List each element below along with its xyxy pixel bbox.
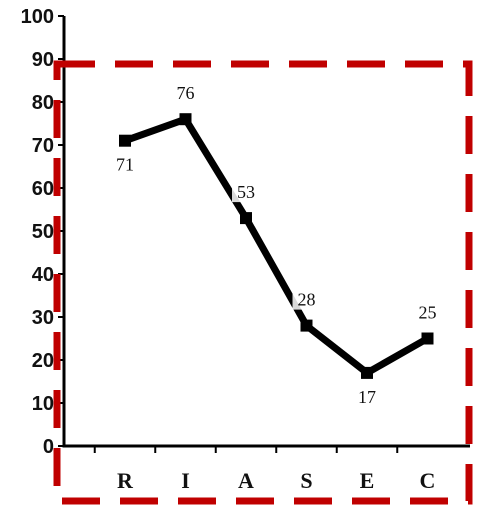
data-label: 53: [237, 182, 255, 202]
x-tick-label: S: [300, 468, 312, 493]
y-tick-label: 100: [21, 6, 54, 28]
x-tick-label: A: [238, 468, 254, 493]
data-label-background: [353, 386, 381, 407]
y-axis-ticks: 0 10 20 30 40 50 60 70 80 90 100: [21, 6, 64, 458]
x-tick-label: E: [360, 468, 375, 493]
data-point: [119, 134, 131, 147]
data-point: [421, 332, 434, 345]
data-label-background: [413, 302, 442, 323]
y-tick-label: 30: [32, 307, 54, 329]
data-label-background: [171, 83, 200, 104]
y-tick-label: 90: [32, 49, 54, 71]
data-point: [361, 366, 373, 379]
data-label: 17: [358, 387, 376, 407]
data-points: [119, 113, 434, 379]
data-label: 28: [298, 290, 316, 310]
y-tick-label: 50: [32, 221, 54, 243]
y-tick-label: 60: [32, 178, 54, 200]
data-label: 71: [116, 155, 134, 175]
y-tick-label: 10: [32, 393, 54, 415]
y-tick-label: 40: [32, 264, 54, 286]
y-tick-label: 80: [32, 92, 54, 114]
data-label-background: [292, 289, 321, 310]
data-point: [179, 113, 192, 126]
y-tick-label: 0: [43, 436, 54, 458]
y-tick-label: 70: [32, 135, 54, 157]
y-tick-label: 20: [32, 350, 54, 372]
data-label-background: [232, 182, 260, 203]
data-label: 25: [419, 303, 437, 323]
data-labels: 71 76 53 28 17 25: [111, 83, 442, 407]
x-tick-label: R: [117, 468, 134, 493]
data-point: [300, 319, 313, 332]
x-tick-label: I: [181, 468, 190, 493]
chart-axes: [62, 16, 470, 448]
data-label: 76: [177, 83, 195, 103]
data-point: [240, 212, 252, 225]
series-line: [123, 115, 430, 377]
highlight-box: [53, 60, 473, 505]
data-series: [123, 115, 430, 377]
x-tick-label: C: [420, 468, 436, 493]
data-label-background: [111, 154, 139, 175]
